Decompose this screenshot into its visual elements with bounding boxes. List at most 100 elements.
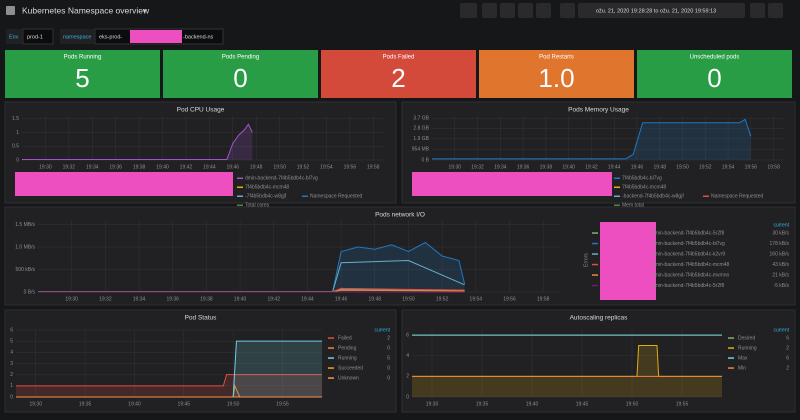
x-tick-label: 19:34 bbox=[494, 164, 507, 170]
x-tick-label: 19:58 bbox=[537, 296, 550, 302]
legend-swatch bbox=[592, 264, 598, 266]
x-tick-label: 19:52 bbox=[297, 164, 310, 170]
stat-value: 1.0 bbox=[538, 63, 574, 93]
x-tick-label: 19:50 bbox=[626, 401, 639, 407]
x-tick-label: 19:40 bbox=[128, 401, 141, 407]
x-tick-label: 19:30 bbox=[65, 296, 78, 302]
x-tick-label: 19:40 bbox=[234, 296, 247, 302]
x-tick-label: 19:32 bbox=[99, 296, 112, 302]
stat-value: 0 bbox=[233, 63, 247, 93]
panel-title: Pod Status bbox=[185, 315, 218, 322]
y-tick-label: 4 bbox=[10, 350, 13, 356]
y-tick-label: 1.9 GB bbox=[413, 136, 429, 142]
y-tick-label: 6 bbox=[406, 332, 409, 338]
tv-button[interactable] bbox=[560, 3, 575, 18]
variable-label: Env bbox=[9, 34, 19, 40]
x-tick-label: 19:34 bbox=[86, 164, 99, 170]
x-tick-label: 19:54 bbox=[470, 296, 483, 302]
legend-current: 30 kB/s bbox=[772, 230, 789, 236]
x-tick-label: 19:42 bbox=[585, 164, 598, 170]
legend-swatch bbox=[728, 357, 734, 359]
legend-label: dmin-backend-7f4b5bdb4c-5r2f8 bbox=[652, 230, 724, 236]
legend-swatch bbox=[728, 347, 734, 349]
share-button[interactable] bbox=[500, 3, 515, 18]
legend-label: dmin-backend-7f4b5bdb4c-k2vr9 bbox=[652, 251, 725, 257]
variables: Env prod-1 namespace eks-prod- -backend-… bbox=[6, 29, 223, 44]
time-range[interactable]: ožu. 21, 2020 19:28:28 to ožu. 21, 2020 … bbox=[596, 8, 716, 14]
zoom-button[interactable] bbox=[750, 3, 765, 18]
x-tick-label: 19:30 bbox=[449, 164, 462, 170]
x-tick-label: 19:50 bbox=[676, 164, 689, 170]
x-tick-label: 19:30 bbox=[29, 401, 42, 407]
y-tick-label: 3.7 GB bbox=[413, 116, 429, 122]
legend-label: 7f4b5bdb4c-mcm48 bbox=[245, 184, 289, 190]
x-tick-label: 19:56 bbox=[503, 296, 516, 302]
y-tick-label: 500 kB/s bbox=[16, 267, 36, 273]
legend-current: 0 bbox=[387, 375, 390, 381]
variable-value[interactable]: -backend-ns bbox=[183, 34, 214, 40]
y-tick-label: 0.5 bbox=[12, 144, 19, 150]
y-tick-label: 0 bbox=[10, 394, 13, 400]
x-tick-label: 19:48 bbox=[369, 296, 382, 302]
y-tick-label: 5 bbox=[10, 338, 13, 344]
x-tick-label: 19:44 bbox=[203, 164, 216, 170]
app-icon[interactable] bbox=[6, 6, 15, 15]
y-tick-label: 0 B bbox=[421, 157, 429, 163]
axis-label: Errors bbox=[583, 253, 589, 267]
legend-current: 6 bbox=[786, 355, 789, 361]
y-tick-label: 1.5 MB/s bbox=[15, 222, 35, 228]
y-tick-label: 4 bbox=[406, 353, 409, 359]
variable-value[interactable]: eks-prod- bbox=[99, 34, 122, 40]
x-tick-label: 19:58 bbox=[767, 164, 780, 170]
legend-swatch bbox=[703, 196, 709, 198]
y-tick-label: 3 bbox=[10, 361, 13, 367]
legend-swatch bbox=[237, 196, 243, 198]
legend-swatch bbox=[302, 196, 308, 198]
legend-current: 43 kB/s bbox=[772, 262, 789, 268]
x-tick-label: 19:36 bbox=[166, 296, 179, 302]
legend-label: dmin-backend-7f4b5bdb4c-bl7vg bbox=[652, 241, 725, 247]
y-tick-label: 954 MB bbox=[412, 147, 430, 153]
x-tick-label: 19:44 bbox=[301, 296, 314, 302]
legend-label: Pending bbox=[338, 345, 357, 351]
x-tick-label: 19:38 bbox=[133, 164, 146, 170]
legend-swatch bbox=[614, 178, 620, 180]
settings-button[interactable] bbox=[536, 3, 551, 18]
x-tick-label: 19:56 bbox=[344, 164, 357, 170]
variable-label: namespace bbox=[63, 34, 91, 40]
legend-label: -7f4b5bdb4c-w8gjf bbox=[245, 193, 287, 199]
legend-current: 2 bbox=[387, 335, 390, 341]
legend-header: current bbox=[773, 222, 789, 228]
x-tick-label: 19:45 bbox=[576, 401, 589, 407]
variable-value[interactable]: prod-1 bbox=[27, 34, 43, 40]
legend-swatch bbox=[592, 285, 598, 287]
refresh-button[interactable] bbox=[768, 3, 783, 18]
x-tick-label: 19:36 bbox=[109, 164, 122, 170]
panel-title: Pods Memory Usage bbox=[568, 107, 629, 114]
x-tick-label: 19:50 bbox=[273, 164, 286, 170]
y-tick-label: 1.0 MB/s bbox=[15, 244, 35, 250]
x-tick-label: 19:46 bbox=[631, 164, 644, 170]
x-tick-label: 19:42 bbox=[267, 296, 280, 302]
toolbar: ožu. 21, 2020 19:28:28 to ožu. 21, 2020 … bbox=[460, 3, 783, 18]
panel-title: Pods network I/O bbox=[375, 212, 425, 219]
star-button[interactable] bbox=[482, 3, 497, 18]
x-tick-label: 19:50 bbox=[227, 401, 240, 407]
legend-swatch bbox=[328, 347, 334, 349]
dashboard-title[interactable]: Kubernetes Namespace overview bbox=[22, 5, 150, 15]
legend-swatch bbox=[592, 253, 598, 255]
legend-label: Max bbox=[738, 355, 748, 361]
legend-swatch bbox=[237, 178, 243, 180]
save-button[interactable] bbox=[518, 3, 533, 18]
x-tick-label: 19:58 bbox=[367, 164, 380, 170]
legend-swatch bbox=[237, 205, 243, 207]
y-tick-label: 0 bbox=[406, 394, 409, 400]
legend-current: -5 kB/s bbox=[773, 283, 789, 289]
legend-swatch bbox=[328, 377, 334, 379]
legend-label: dmin-backend-7f4b5bdb4c-5r2f8 bbox=[652, 283, 724, 289]
x-tick-label: 19:40 bbox=[156, 164, 169, 170]
add-panel-button[interactable] bbox=[460, 3, 477, 18]
stat-title: Pod Restarts bbox=[539, 55, 574, 61]
